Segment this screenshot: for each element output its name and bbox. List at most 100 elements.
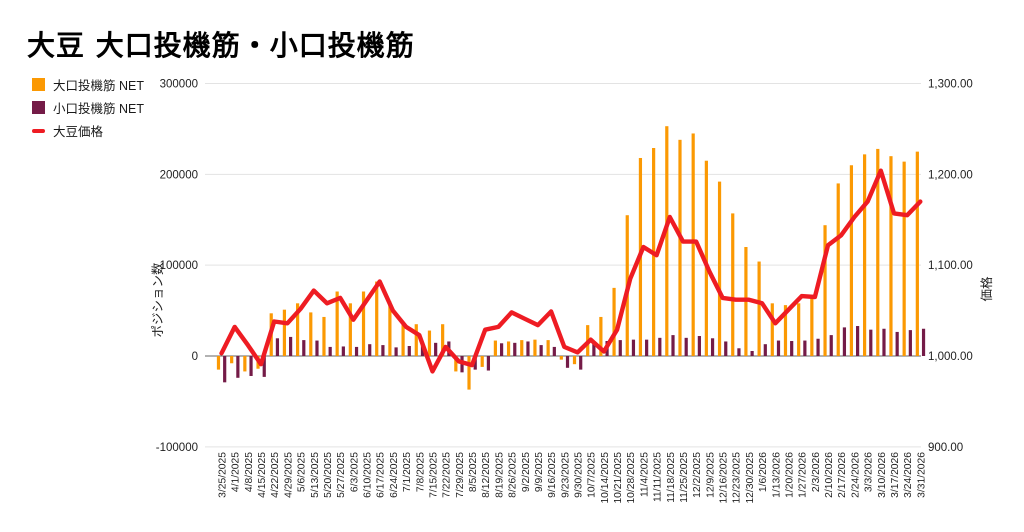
x-axis-tick-label: 4/8/2025	[244, 452, 255, 492]
legend-swatch-large-icon	[32, 78, 45, 91]
right-axis-title: 価格	[979, 276, 994, 302]
x-axis-tick-label: 7/29/2025	[455, 452, 466, 498]
legend-swatch-price-line-icon	[32, 128, 45, 133]
bar-large-speculators	[599, 316, 603, 356]
x-axis-tick-label: 3/31/2026	[916, 452, 927, 498]
x-axis-tick-label: 5/27/2025	[336, 452, 347, 498]
bar-small-speculators	[486, 356, 491, 371]
bar-large-speculators	[757, 261, 761, 356]
x-axis-tick-label: 11/11/2025	[653, 452, 664, 502]
bar-large-speculators	[309, 312, 313, 356]
x-axis-tick-label: 9/16/2025	[547, 452, 558, 498]
x-axis-tick-label: 1/27/2026	[798, 452, 809, 498]
x-axis-tick-label: 4/15/2025	[257, 452, 268, 498]
bar-small-speculators	[249, 356, 253, 376]
bar-small-speculators	[341, 346, 345, 356]
bar-small-speculators	[368, 344, 372, 356]
bar-small-speculators	[724, 341, 728, 356]
right-axis-tick-label: 1,300.00	[928, 79, 973, 91]
bar-large-speculators	[665, 126, 669, 356]
bar-small-speculators	[750, 351, 754, 356]
bar-large-speculators	[295, 303, 300, 356]
legend-item-small-speculators: 小口投機筋 NET	[32, 96, 144, 119]
bar-small-speculators	[618, 340, 622, 356]
x-axis-tick-label: 8/12/2025	[481, 452, 492, 498]
bar-small-speculators	[829, 335, 833, 356]
bar-small-speculators	[302, 340, 306, 356]
bar-large-speculators	[533, 339, 537, 356]
bar-large-speculators	[348, 303, 352, 356]
bar-large-speculators	[836, 183, 840, 356]
x-axis-tick-label: 2/3/2026	[811, 452, 822, 492]
x-axis-tick-label: 3/17/2026	[890, 452, 901, 498]
bar-large-speculators	[889, 156, 893, 356]
x-axis-tick-label: 1/6/2026	[758, 452, 769, 492]
bar-small-speculators	[908, 330, 912, 356]
x-axis-tick-label: 7/15/2025	[428, 452, 439, 498]
bar-large-speculators	[506, 341, 511, 356]
left-axis-tick-label: 300000	[160, 79, 198, 91]
x-axis-tick-label: 6/17/2025	[376, 452, 387, 498]
bar-large-speculators	[678, 139, 682, 356]
bar-small-speculators	[473, 356, 477, 370]
bar-large-speculators	[441, 324, 445, 356]
right-axis-tick-label: 1,000.00	[928, 351, 973, 363]
bar-large-speculators	[783, 305, 788, 356]
x-axis-tick-label: 3/3/2026	[864, 452, 875, 492]
x-axis-tick-label: 8/5/2025	[468, 452, 479, 492]
legend-label: 大豆価格	[53, 125, 104, 139]
x-axis-tick-label: 10/7/2025	[587, 452, 598, 498]
x-axis-tick-label: 11/4/2025	[639, 452, 650, 497]
x-axis-tick-label: 9/23/2025	[560, 452, 571, 498]
x-axis-tick-label: 5/13/2025	[310, 452, 321, 498]
legend-item-price: 大豆価格	[32, 119, 144, 142]
bar-small-speculators	[328, 346, 332, 356]
bar-small-speculators	[645, 339, 649, 356]
bar-large-speculators	[282, 309, 287, 356]
x-axis-tick-label: 9/9/2025	[534, 452, 545, 492]
bar-large-speculators	[915, 151, 919, 356]
bar-small-speculators	[289, 336, 293, 356]
bar-large-speculators	[612, 287, 616, 356]
bar-large-speculators	[401, 323, 405, 356]
bar-large-speculators	[480, 356, 484, 367]
bar-small-speculators	[869, 329, 873, 356]
bar-small-speculators	[921, 328, 926, 356]
bar-small-speculators	[842, 327, 847, 356]
bar-large-speculators	[704, 160, 708, 356]
x-axis-tick-label: 4/29/2025	[283, 452, 294, 498]
bar-small-speculators	[394, 347, 398, 356]
bar-small-speculators	[579, 356, 583, 370]
bar-small-speculators	[354, 346, 359, 356]
bar-small-speculators	[882, 328, 886, 356]
bar-large-speculators	[230, 356, 234, 364]
bar-large-speculators	[810, 296, 814, 356]
bar-small-speculators	[671, 335, 675, 356]
x-axis-tick-label: 5/20/2025	[323, 452, 334, 498]
right-axis-tick-label: 1,200.00	[928, 169, 973, 181]
bar-small-speculators	[407, 346, 411, 356]
bar-small-speculators	[895, 331, 899, 356]
bar-small-speculators	[697, 336, 701, 356]
bar-large-speculators	[361, 291, 366, 356]
bar-small-speculators	[631, 339, 636, 356]
bar-small-speculators	[763, 344, 767, 356]
x-axis-tick-label: 2/10/2026	[824, 452, 835, 498]
chart-title: 大豆 大口投機筋・小口投機筋	[27, 29, 415, 62]
left-axis-tick-label: -100000	[156, 442, 198, 454]
bar-large-speculators	[216, 356, 221, 370]
bar-large-speculators	[454, 356, 458, 372]
x-axis-tick-label: 10/21/2025	[613, 452, 624, 504]
bar-large-speculators	[797, 303, 801, 356]
bar-large-speculators	[902, 161, 906, 356]
left-axis-tick-label: 0	[192, 351, 198, 363]
bar-small-speculators	[236, 356, 240, 378]
bar-small-speculators	[737, 348, 741, 356]
left-axis-title: ポジション数	[150, 262, 165, 338]
bar-small-speculators	[592, 341, 596, 356]
x-axis-tick-label: 4/1/2025	[231, 452, 242, 492]
bar-small-speculators	[381, 345, 385, 356]
bar-large-speculators	[243, 356, 247, 372]
